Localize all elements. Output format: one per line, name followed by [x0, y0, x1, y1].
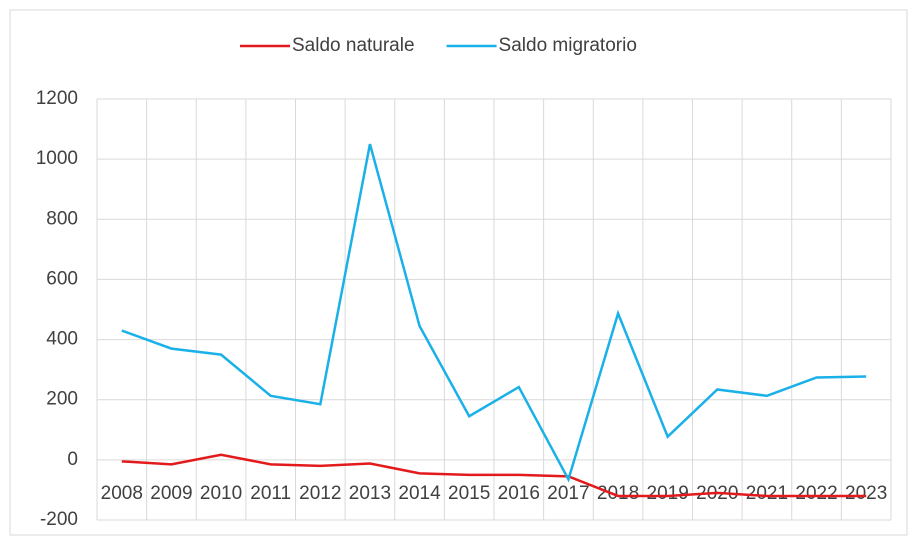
x-tick-label: 2022: [795, 483, 837, 504]
x-tick-label: 2018: [597, 483, 639, 504]
chart-border: [9, 9, 908, 536]
y-tick-label: -200: [40, 509, 78, 530]
y-tick-label: 800: [46, 208, 78, 229]
x-tick-label: 2014: [398, 483, 441, 504]
x-tick-label: 2013: [349, 483, 391, 504]
x-tick-label: 2021: [746, 483, 788, 504]
x-tick-label: 2017: [547, 483, 589, 504]
x-tick-label: 2009: [150, 483, 192, 504]
x-tick-label: 2011: [250, 483, 291, 504]
y-tick-label: 0: [67, 449, 78, 470]
series-line: [121, 143, 867, 483]
series-line: [121, 453, 867, 498]
legend-label: Saldo naturale: [292, 35, 415, 56]
x-tick-label: 2015: [448, 483, 490, 504]
y-tick-label: 1000: [36, 148, 78, 169]
x-tick-label: 2008: [101, 483, 143, 504]
x-tick-label: 2023: [845, 483, 887, 504]
y-tick-label: 200: [46, 389, 78, 410]
y-tick-label: 400: [46, 329, 78, 350]
x-tick-label: 2019: [647, 483, 689, 504]
y-tick-label: 1200: [36, 88, 78, 109]
x-tick-label: 2012: [299, 483, 341, 504]
legend-label: Saldo migratorio: [499, 35, 637, 56]
x-tick-label: 2010: [200, 483, 242, 504]
y-tick-label: 600: [46, 268, 78, 289]
x-tick-label: 2016: [498, 483, 540, 504]
